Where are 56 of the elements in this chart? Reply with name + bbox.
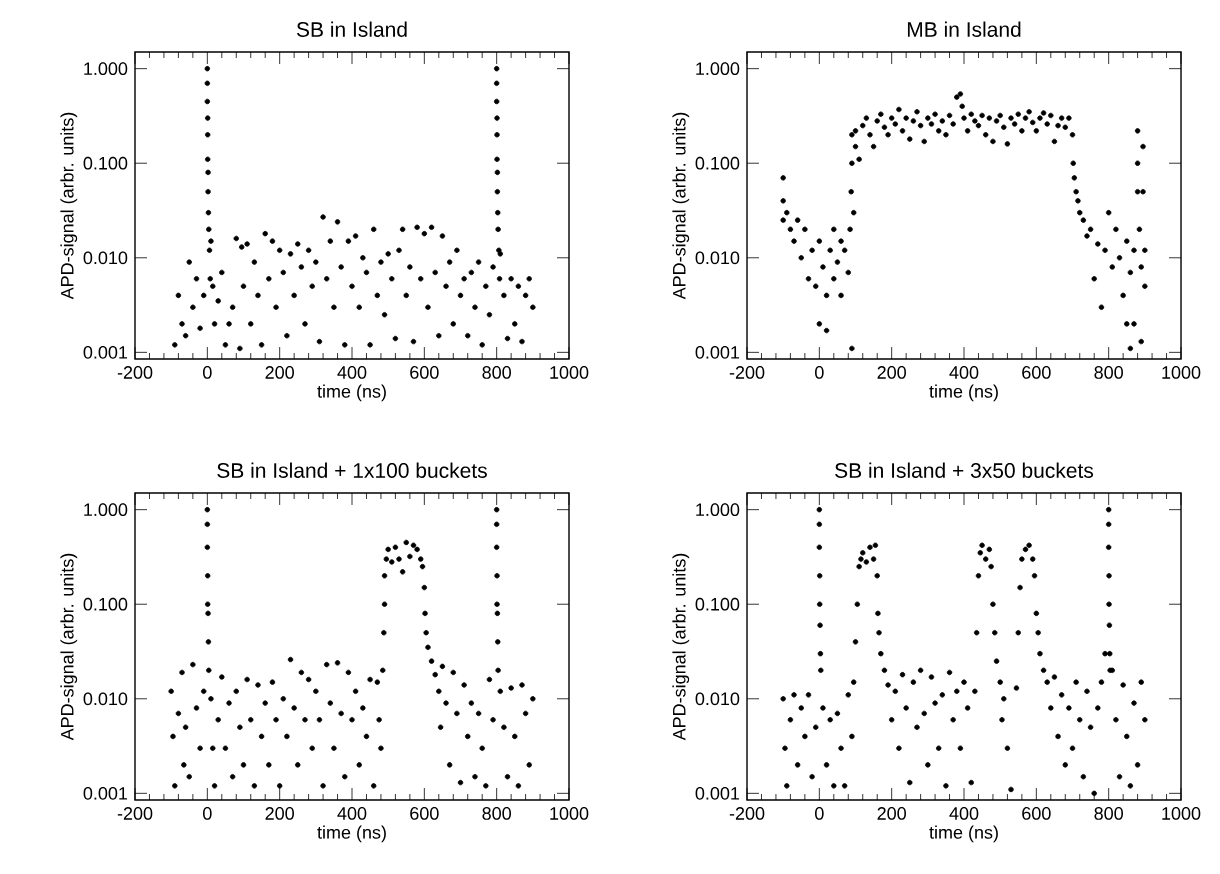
y-tick-label: 0.010 [695,692,740,706]
y-tick-label: 0.001 [83,786,128,800]
x-tick-label: 800 [482,366,511,379]
x-tick-label: -200 [117,366,153,379]
y-tick-label: 0.100 [83,156,128,170]
x-tick-label: 1000 [550,366,589,379]
y-tick-label: 1.000 [84,62,128,76]
x-tick-label: -200 [729,366,765,379]
x-tick-label: 400 [337,807,367,820]
x-tick-label: -200 [729,807,765,820]
x-tick-label: 600 [410,366,439,379]
x-tick-label: 800 [482,807,511,820]
y-tick-label: 0.001 [695,345,740,359]
y-tick-label: 1.000 [84,503,128,517]
y-axis-title: APD-signal (arbr. units) [672,553,690,741]
x-axis-title: time (ns) [929,825,998,843]
x-tick-label: 1000 [550,807,589,820]
x-tick-label: 200 [265,807,294,820]
y-tick-label: 0.100 [83,597,128,611]
x-tick-label: 600 [1022,807,1051,820]
y-tick-label: 0.010 [83,251,128,265]
y-tick-label: 0.010 [83,692,128,706]
x-axis-title: time (ns) [317,384,386,402]
x-tick-label: 600 [410,807,439,820]
x-tick-label: 400 [949,366,979,379]
x-tick-label: 600 [1022,366,1051,379]
chart-title: SB in Island [296,21,407,37]
x-tick-label: -200 [117,807,153,820]
x-tick-label: 0 [815,807,824,820]
y-tick-label: 0.010 [695,251,740,265]
chart-title: SB in Island + 3x50 buckets [835,462,1094,478]
y-tick-label: 0.001 [695,786,740,800]
y-tick-label: 1.000 [696,503,740,517]
x-tick-label: 200 [877,807,906,820]
x-tick-label: 0 [203,366,212,379]
y-axis-title: APD-signal (arbr. units) [60,553,78,741]
x-axis-title: time (ns) [317,825,386,843]
x-tick-label: 200 [265,366,294,379]
x-axis-title: time (ns) [929,384,998,402]
x-tick-label: 0 [203,807,212,820]
x-tick-label: 400 [337,366,367,379]
x-tick-label: 200 [877,366,906,379]
y-tick-label: 0.001 [83,345,128,359]
x-tick-label: 800 [1094,366,1123,379]
y-tick-label: 0.100 [695,597,740,611]
x-tick-label: 400 [949,807,979,820]
chart-title: SB in Island + 1x100 buckets [217,462,487,478]
y-axis-title: APD-signal (arbr. units) [672,112,690,300]
x-tick-label: 1000 [1162,366,1201,379]
x-tick-label: 0 [815,366,824,379]
x-tick-label: 800 [1094,807,1123,820]
y-tick-label: 1.000 [696,62,740,76]
y-tick-label: 0.100 [695,156,740,170]
chart-title: MB in Island [907,21,1021,37]
y-axis-title: APD-signal (arbr. units) [60,112,78,300]
x-tick-label: 1000 [1162,807,1201,820]
